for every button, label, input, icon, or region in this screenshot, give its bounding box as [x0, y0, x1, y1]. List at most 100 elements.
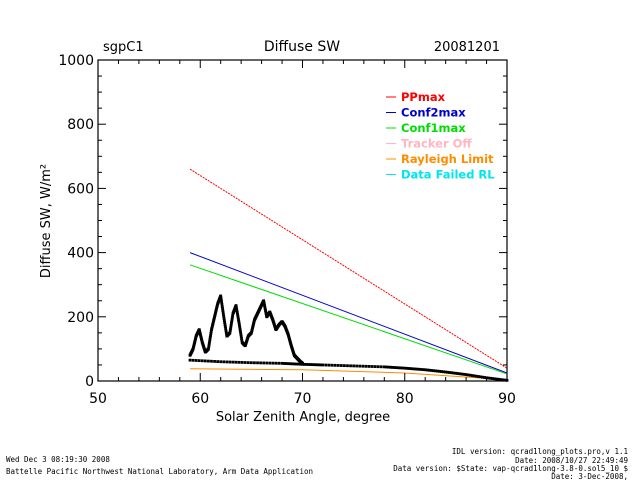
baseline-point: [468, 373, 472, 377]
baseline-point: [419, 368, 423, 371]
y-tick-label: 1000: [58, 53, 94, 69]
measured-point: [236, 316, 240, 320]
measured-point: [228, 331, 232, 335]
baseline-point: [425, 368, 429, 372]
baseline-point: [305, 363, 308, 366]
x-tick-label: 80: [396, 391, 414, 407]
measured-point: [235, 307, 239, 311]
footer-institution: Battelle Pacific Northwest National Labo…: [6, 467, 314, 476]
baseline-point: [259, 361, 262, 365]
footer-data-date: Date: 3-Dec-2008,: [551, 472, 628, 481]
baseline-point: [349, 364, 352, 368]
measured-point: [222, 313, 225, 317]
measured-point: [238, 325, 242, 329]
measured-point: [221, 309, 225, 312]
baseline-point: [352, 364, 356, 368]
baseline-point: [249, 361, 253, 365]
baseline-point: [401, 366, 405, 370]
baseline-point: [268, 361, 272, 365]
baseline-point: [497, 377, 501, 381]
measured-point: [236, 312, 239, 316]
baseline-point: [456, 372, 460, 375]
baseline-point: [476, 375, 480, 378]
baseline-point: [292, 362, 296, 366]
baseline-point: [376, 365, 380, 369]
baseline-point: [358, 364, 362, 368]
measured-point: [231, 314, 235, 317]
baseline-point: [237, 360, 241, 364]
baseline-point: [409, 367, 413, 371]
baseline-point: [277, 361, 281, 365]
baseline-point: [294, 362, 298, 366]
measured-point: [207, 345, 211, 349]
baseline-point: [440, 370, 443, 373]
measured-point: [263, 305, 267, 309]
baseline-point: [333, 363, 337, 367]
measured-point: [220, 302, 224, 306]
baseline-point: [501, 378, 505, 382]
baseline-point: [274, 361, 278, 365]
measured-point: [230, 316, 234, 319]
measured-point: [262, 302, 266, 306]
baseline-point: [240, 361, 244, 364]
baseline-point: [203, 359, 207, 363]
baseline-point: [280, 361, 284, 365]
legend-label-data-failed-rl: Data Failed RL: [401, 168, 495, 182]
baseline-point: [194, 359, 198, 362]
measured-point: [207, 343, 211, 347]
measured-point: [263, 304, 266, 307]
baseline-point: [415, 367, 419, 371]
measured-point: [239, 333, 243, 337]
measured-point: [224, 326, 228, 330]
measured-point: [264, 312, 268, 315]
baseline-point: [382, 365, 386, 369]
measured-point: [207, 347, 210, 351]
measured-point: [235, 309, 239, 313]
baseline-point: [343, 364, 346, 368]
measured-point: [264, 308, 267, 312]
y-tick-label: 200: [67, 310, 94, 326]
measured-point: [219, 298, 223, 302]
baseline-point: [429, 369, 433, 372]
baseline-point: [384, 365, 388, 369]
baseline-point: [417, 367, 421, 371]
baseline-point: [438, 369, 441, 373]
measured-point: [239, 331, 243, 335]
baseline-point: [395, 366, 398, 370]
baseline-point: [213, 360, 216, 363]
baseline-point: [327, 363, 331, 367]
measured-point: [222, 317, 226, 321]
baseline-point: [367, 364, 371, 368]
baseline-point: [474, 374, 478, 378]
measured-point: [238, 329, 242, 333]
baseline-point: [290, 362, 294, 366]
baseline-point: [231, 360, 235, 364]
measured-point: [234, 305, 238, 309]
baseline-point: [495, 377, 499, 381]
baseline-point: [319, 363, 323, 367]
measured-point: [222, 315, 226, 319]
baseline-point: [403, 366, 407, 370]
measured-point: [220, 300, 224, 304]
legend-label-ppmax: PPmax: [401, 90, 446, 104]
baseline-point: [361, 364, 365, 368]
measured-point: [209, 334, 212, 337]
x-tick-label: 90: [498, 391, 516, 407]
baseline-point: [315, 363, 319, 367]
baseline-point: [452, 371, 456, 375]
baseline-point: [336, 364, 340, 367]
baseline-point: [393, 366, 396, 369]
baseline-point: [464, 373, 468, 376]
measured-point: [234, 304, 238, 307]
baseline-point: [487, 376, 490, 380]
baseline-point: [222, 360, 226, 364]
ppmax-line: [189, 168, 508, 369]
baseline-point: [253, 361, 256, 365]
measured-point: [228, 329, 232, 333]
baseline-point: [303, 362, 306, 366]
x-axis-label: Solar Zenith Angle, degree: [216, 410, 390, 425]
y-tick-label: 0: [85, 374, 94, 390]
baseline-point: [466, 373, 470, 377]
measured-point: [238, 327, 242, 331]
